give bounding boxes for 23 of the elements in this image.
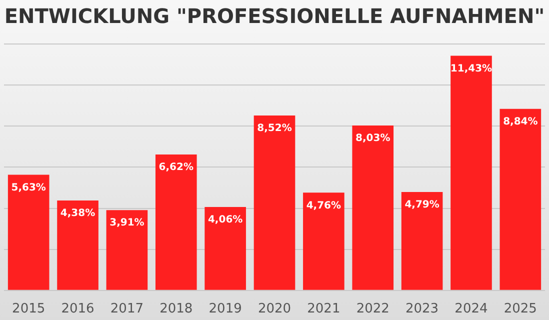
x-tick-label: 2018 xyxy=(160,302,193,317)
data-label: 5,63% xyxy=(11,182,46,194)
x-tick-label: 2016 xyxy=(61,302,94,317)
data-label: 4,79% xyxy=(404,200,440,211)
data-label: 8,52% xyxy=(257,123,292,134)
x-tick-label: 2015 xyxy=(12,302,46,317)
x-tick-label: 2022 xyxy=(356,302,390,317)
data-label: 8,84% xyxy=(503,116,538,128)
data-label: 4,76% xyxy=(306,200,342,212)
data-label: 11,43% xyxy=(450,63,492,74)
x-tick-label: 2025 xyxy=(504,302,537,317)
x-tick-label: 2017 xyxy=(110,302,144,317)
data-label: 6,62% xyxy=(158,162,194,174)
data-label: 8,03% xyxy=(356,133,390,144)
x-tick-label: 2020 xyxy=(258,302,292,317)
data-label: 4,06% xyxy=(208,214,243,226)
x-tick-label: 2024 xyxy=(454,302,488,317)
x-tick-label: 2023 xyxy=(406,302,439,317)
chart-title: ENTWICKLUNG "PROFESSIONELLE AUFNAHMEN" xyxy=(4,4,545,28)
data-label: 4,38% xyxy=(60,208,96,220)
data-label: 3,91% xyxy=(110,218,144,229)
x-tick-label: 2021 xyxy=(307,302,340,317)
x-tick-label: 2019 xyxy=(208,302,242,317)
